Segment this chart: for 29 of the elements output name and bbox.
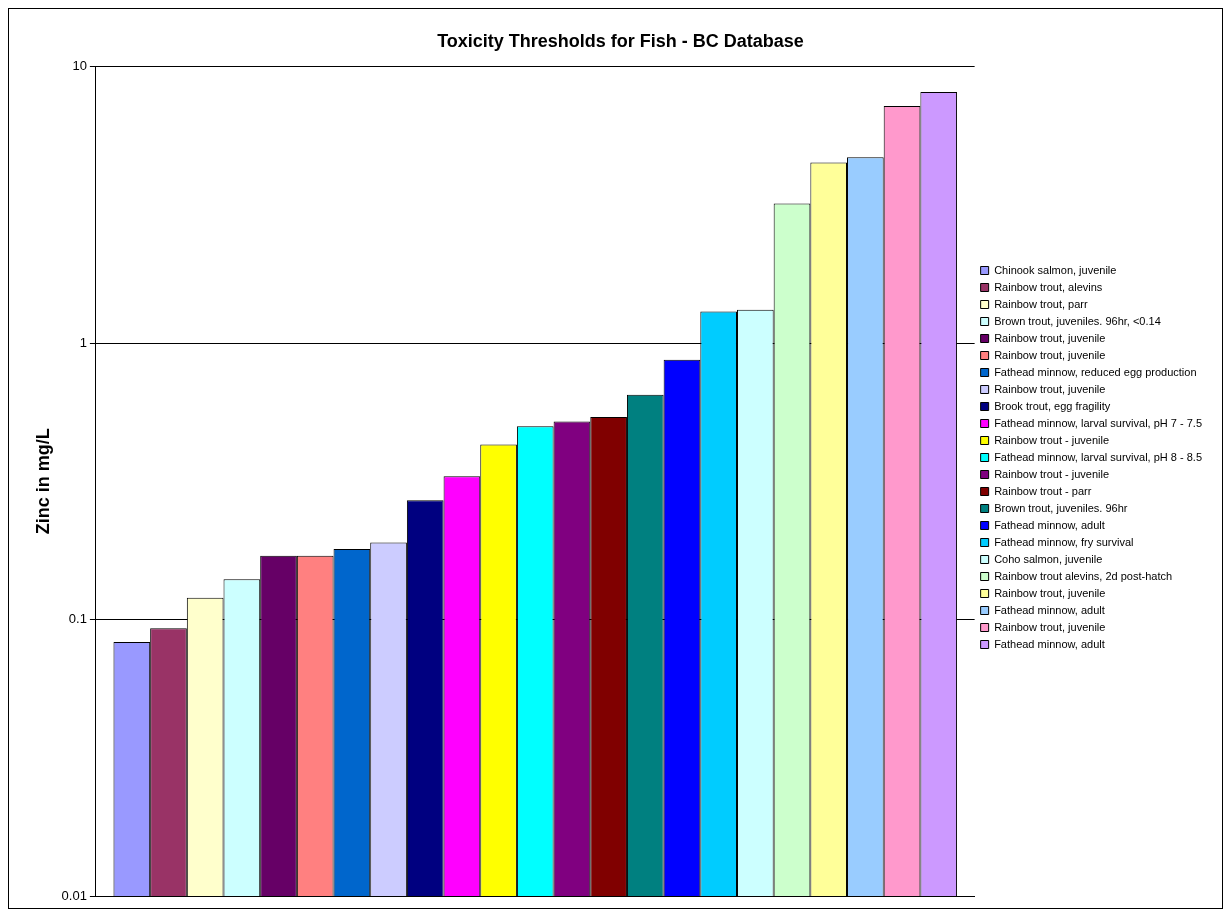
legend-label: Brook trout, egg fragility [994,399,1111,412]
chart-title: Toxicity Thresholds for Fish - BC Database [437,30,804,51]
legend-label: Fathead minnow, adult [994,518,1105,531]
y-tick-label: 0.1 [68,611,87,627]
legend-label: Rainbow trout alevins, 2d post-hatch [994,569,1173,582]
legend-label: Brown trout, juveniles. 96hr [994,501,1128,514]
legend-label: Fathead minnow, larval survival, pH 7 - 7.5 [994,416,1202,429]
legend-label: Fathead minnow, reduced egg production [994,365,1197,378]
legend-label: Rainbow trout, juvenile [994,331,1106,344]
legend-label: Rainbow trout, juvenile [994,382,1106,395]
legend-label: Coho salmon, juvenile [994,552,1103,565]
y-tick-label: 0.01 [61,887,87,903]
legend-label: Chinook salmon, juvenile [994,263,1117,276]
legend-label: Rainbow trout - juvenile [994,433,1110,446]
legend-label: Brown trout, juveniles. 96hr, <0.14 [994,314,1161,327]
legend-label: Fathead minnow, adult [994,637,1105,650]
legend-label: Rainbow trout - parr [994,484,1092,497]
legend-label: Rainbow trout - juvenile [994,467,1110,480]
legend-label: Rainbow trout, parr [994,297,1089,310]
legend-label: Fathead minnow, adult [994,603,1105,616]
legend-label: Fathead minnow, larval survival, pH 8 - 8.5 [994,450,1202,463]
legend-label: Rainbow trout, juvenile [994,586,1106,599]
legend-label: Rainbow trout, alevins [994,280,1103,293]
legend-label: Fathead minnow, fry survival [994,535,1134,548]
y-tick-label: 1 [79,334,87,350]
legend-label: Rainbow trout, juvenile [994,620,1106,633]
legend-label: Rainbow trout, juvenile [994,348,1106,361]
y-axis-title: Zinc in mg/L [32,428,53,535]
y-tick-label: 10 [72,58,87,74]
